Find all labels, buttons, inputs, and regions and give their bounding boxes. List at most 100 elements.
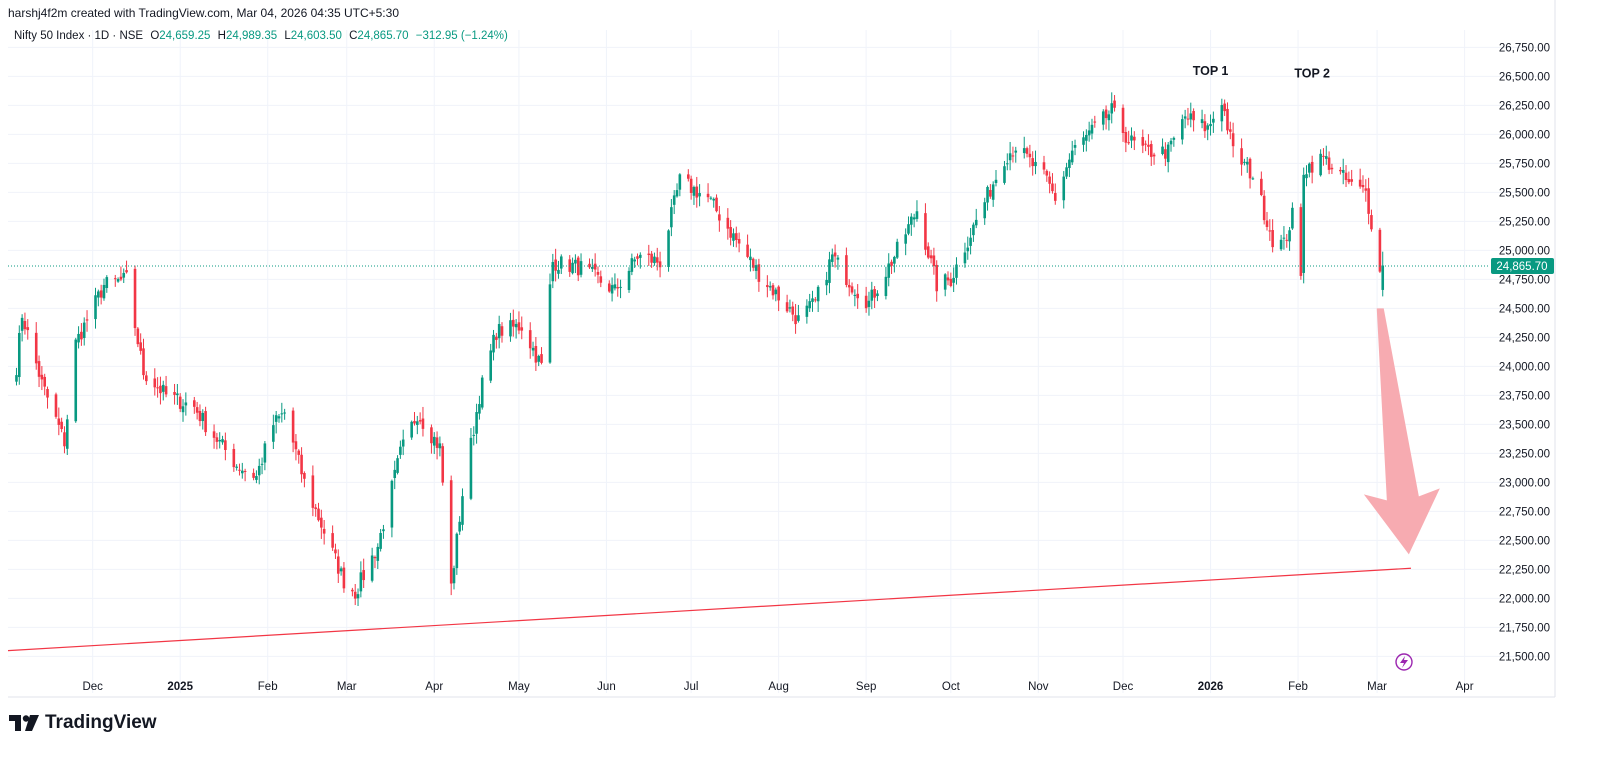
candle-body — [238, 469, 241, 471]
candle-body — [797, 315, 800, 321]
candle-body — [1189, 113, 1193, 120]
y-tick-label: 25,750.00 — [1499, 158, 1550, 170]
candle-body — [353, 591, 357, 599]
candle-body — [356, 594, 360, 599]
candle-body — [785, 302, 789, 312]
candle-body — [1073, 145, 1077, 148]
candle-body — [74, 339, 78, 422]
candle-body — [559, 256, 563, 269]
x-tick-label: Feb — [1288, 681, 1308, 693]
candle-body — [294, 441, 298, 450]
candle-body — [599, 276, 603, 283]
candle-body — [633, 259, 636, 262]
x-tick-label: Apr — [425, 681, 443, 693]
tradingview-logo-icon — [9, 715, 39, 731]
candle-body — [399, 446, 402, 455]
candle-body — [551, 262, 555, 282]
candle-body — [910, 216, 913, 225]
candle-body — [497, 323, 501, 339]
candle-body — [876, 293, 879, 297]
candle-body — [864, 295, 868, 309]
candle-body — [935, 264, 939, 292]
y-tick-label: 23,750.00 — [1499, 390, 1550, 402]
candle-body — [1223, 103, 1226, 112]
candle-body — [492, 334, 495, 353]
candle-body — [1025, 148, 1029, 154]
candle-body — [1028, 153, 1032, 158]
candle-body — [768, 286, 772, 288]
candle-body — [811, 298, 814, 302]
y-tick-label: 22,500.00 — [1499, 535, 1550, 547]
candle-body — [277, 416, 281, 419]
candle-body — [500, 326, 504, 336]
candle-body — [40, 374, 44, 380]
candle-body — [963, 252, 967, 264]
candle-body — [574, 259, 577, 264]
candle-body — [379, 532, 382, 549]
candle-body — [1005, 163, 1009, 165]
candle-body — [478, 404, 481, 414]
candle-body — [1268, 230, 1272, 232]
candle-body — [193, 400, 196, 407]
candle-body — [441, 446, 445, 483]
y-tick-label: 26,500.00 — [1499, 71, 1550, 83]
candle-body — [630, 258, 634, 272]
candle-body — [54, 394, 58, 417]
candle-body — [749, 256, 752, 261]
candle-body — [283, 412, 286, 414]
candle-body — [303, 472, 306, 479]
candle-body — [65, 419, 69, 449]
candle-body — [1087, 130, 1091, 136]
candle-body — [1260, 178, 1263, 196]
candle-body — [122, 272, 126, 278]
candle-body — [924, 213, 927, 250]
candle-body — [757, 264, 761, 282]
candle-body — [636, 256, 639, 259]
x-tick-label: 2025 — [167, 681, 193, 693]
candle-body — [82, 322, 86, 338]
candle-body — [46, 389, 49, 398]
candle-body — [912, 217, 916, 220]
candle-body — [915, 211, 919, 219]
x-tick-label: 2026 — [1198, 681, 1224, 693]
candle-body — [1093, 121, 1097, 123]
candle-body — [1265, 220, 1269, 227]
candle-body — [274, 415, 278, 422]
candle-body — [351, 589, 354, 592]
legend-change: −312.95 (−1.24%) — [415, 30, 508, 42]
candle-body — [1203, 121, 1207, 132]
candle-body — [1339, 169, 1342, 172]
candle-body — [184, 402, 188, 406]
candle-body — [830, 254, 834, 262]
candle-body — [1186, 118, 1190, 120]
candle-body — [218, 439, 222, 442]
candle-body — [1042, 162, 1046, 170]
candle-body — [1147, 144, 1150, 147]
candle-body — [232, 448, 236, 468]
candle-body — [1121, 107, 1125, 134]
y-tick-label: 22,250.00 — [1499, 564, 1550, 576]
candle-body — [520, 327, 524, 331]
candle-body — [97, 291, 100, 298]
candle-body — [1327, 157, 1331, 170]
lightning-icon — [1395, 653, 1413, 671]
candle-body — [432, 436, 436, 446]
candle-body — [726, 217, 730, 229]
candle-body — [263, 443, 267, 463]
candle-body — [63, 432, 66, 447]
candle-body — [650, 253, 653, 263]
candle-body — [145, 375, 148, 382]
candle-body — [1008, 153, 1012, 161]
candle-body — [1110, 103, 1114, 114]
candle-body — [1279, 239, 1283, 250]
candle-body — [1051, 183, 1054, 192]
y-tick-label: 21,750.00 — [1499, 622, 1550, 634]
candle-body — [334, 549, 337, 554]
y-tick-label: 25,000.00 — [1499, 245, 1550, 257]
x-tick-label: Feb — [258, 681, 278, 693]
candle-body — [1324, 156, 1328, 159]
candle-body — [291, 410, 295, 443]
candle-body — [1014, 150, 1018, 153]
